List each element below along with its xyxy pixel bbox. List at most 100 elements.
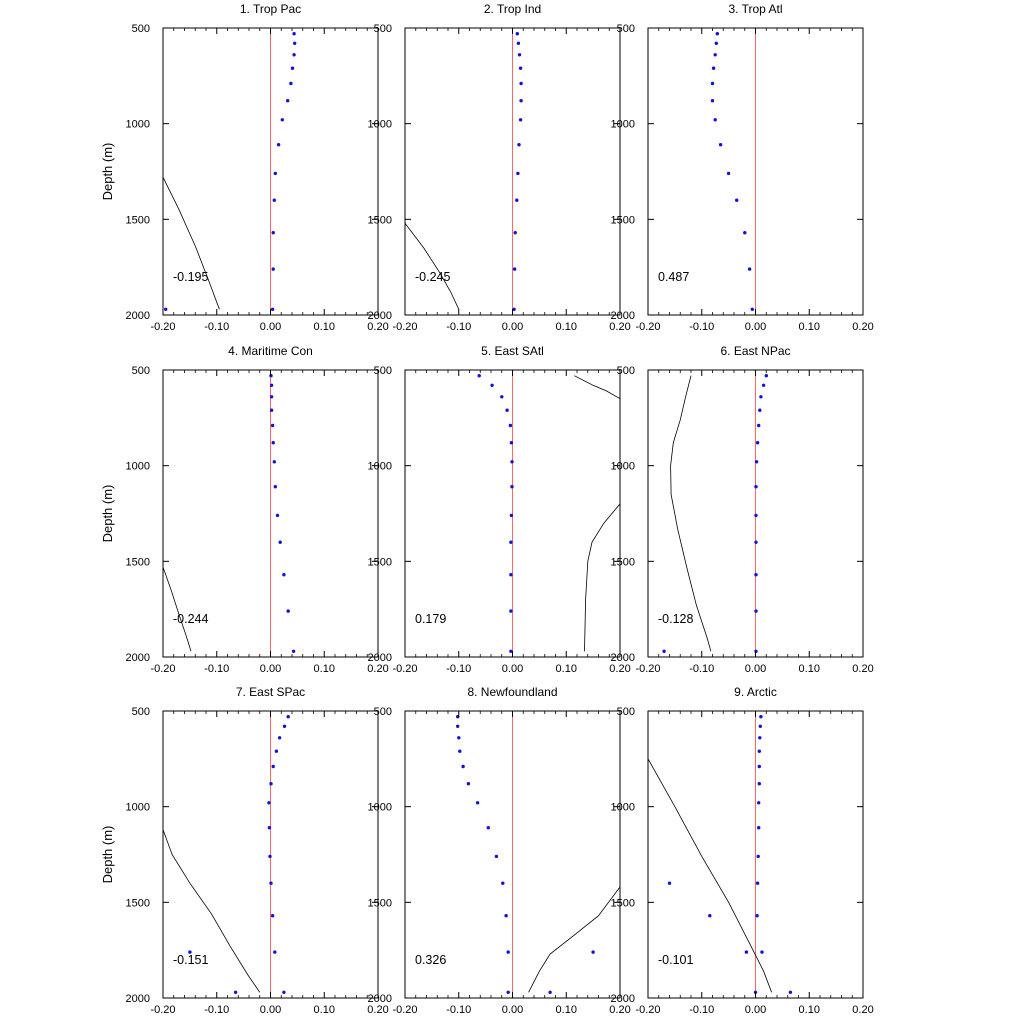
x-tick-label: 0.20 — [609, 663, 630, 675]
panel-title: 2. Trop Ind — [484, 2, 541, 16]
data-point — [515, 32, 519, 36]
data-point — [505, 408, 509, 412]
data-point — [519, 81, 523, 86]
data-point — [461, 764, 465, 769]
data-point — [458, 749, 462, 753]
data-point — [271, 231, 275, 235]
data-point — [457, 736, 461, 740]
x-tick-label: -0.20 — [635, 1004, 660, 1016]
panel-4: 4. Maritime Con -0.244 -0.20 -0.10 0.00 0.10 0… — [100, 344, 389, 675]
data-point — [270, 307, 275, 311]
data-point — [788, 990, 793, 994]
x-tick-label: 0.00 — [502, 321, 523, 333]
data-point — [271, 764, 275, 769]
x-tick-label: 0.20 — [609, 1004, 630, 1016]
data-point — [743, 231, 747, 235]
data-point — [755, 914, 759, 918]
correlation-annotation: -0.195 — [173, 270, 208, 284]
data-point — [276, 143, 281, 147]
data-point — [273, 950, 277, 954]
y-tick-label: 1000 — [126, 802, 150, 814]
correlation-annotation: -0.128 — [658, 612, 693, 626]
y-tick-label: 2000 — [126, 310, 150, 322]
data-point — [456, 724, 460, 728]
data-point — [757, 782, 761, 786]
panel-1: 1. Trop Pac -0.195 -0.20 -0.10 0.00 0.10 0.20 5… — [100, 2, 389, 333]
data-point — [506, 950, 510, 954]
x-tick-label: 0.10 — [799, 663, 820, 675]
data-point — [754, 609, 758, 613]
data-point — [490, 383, 494, 387]
data-point — [278, 540, 282, 544]
y-tick-label: 500 — [132, 706, 150, 718]
y-tick-label: 500 — [374, 365, 392, 377]
data-point — [757, 826, 761, 830]
panel-title: 8. Newfoundland — [467, 685, 557, 699]
y-tick-label: 1000 — [368, 461, 392, 473]
x-tick-label: -0.20 — [635, 663, 660, 675]
data-point — [509, 573, 513, 577]
data-point — [486, 826, 490, 830]
x-tick-label: 0.00 — [260, 663, 281, 675]
x-tick-label: 0.10 — [314, 663, 335, 675]
regression-curve — [163, 177, 220, 310]
data-point — [233, 990, 238, 994]
data-point — [188, 950, 192, 954]
data-point — [756, 854, 760, 859]
data-point — [269, 395, 274, 399]
y-tick-label: 500 — [617, 706, 635, 718]
regression-curve-secondary — [584, 503, 620, 652]
x-tick-label: 0.00 — [260, 1004, 281, 1016]
x-tick-label: -0.20 — [392, 663, 417, 675]
data-point — [272, 198, 276, 202]
data-point — [591, 950, 595, 954]
x-tick-label: -0.10 — [446, 321, 471, 333]
y-tick-label: 2000 — [368, 652, 392, 664]
x-tick-label: 0.10 — [314, 321, 335, 333]
data-point — [475, 801, 480, 805]
correlation-annotation: 0.487 — [658, 270, 689, 284]
x-tick-label: 0.00 — [745, 1004, 766, 1016]
data-point — [710, 81, 715, 86]
x-tick-label: 0.10 — [556, 663, 577, 675]
data-point — [754, 485, 758, 489]
x-tick-label: -0.20 — [392, 321, 417, 333]
data-point — [760, 950, 764, 954]
y-tick-label: 2000 — [611, 993, 635, 1005]
panel-title: 3. Trop Atl — [728, 2, 782, 16]
data-point — [764, 374, 768, 378]
x-tick-label: 0.10 — [799, 321, 820, 333]
data-point — [758, 408, 762, 412]
regression-curve — [163, 566, 192, 652]
data-point — [757, 749, 761, 753]
data-point — [280, 118, 284, 122]
y-tick-label: 1000 — [611, 461, 635, 473]
data-point — [662, 649, 666, 653]
data-point — [270, 423, 275, 428]
y-tick-label: 2000 — [126, 993, 150, 1005]
data-point — [271, 441, 275, 445]
data-point — [754, 540, 758, 544]
data-point — [517, 53, 522, 57]
data-point — [512, 307, 516, 311]
data-point — [466, 782, 471, 786]
data-point — [512, 267, 517, 271]
x-tick-label: 0.20 — [852, 321, 873, 333]
data-point — [713, 53, 717, 57]
y-axis-label: Depth (m) — [100, 826, 115, 884]
x-tick-label: 0.20 — [852, 1004, 873, 1016]
data-point — [292, 53, 296, 57]
y-tick-label: 1500 — [611, 556, 635, 568]
y-tick-label: 1000 — [611, 119, 635, 131]
regression-curve — [574, 375, 620, 400]
y-tick-label: 1500 — [611, 214, 635, 226]
data-point — [755, 441, 760, 445]
y-tick-label: 2000 — [611, 652, 635, 664]
y-tick-label: 1000 — [126, 119, 150, 131]
x-tick-label: 0.00 — [745, 663, 766, 675]
data-point — [509, 441, 514, 445]
data-point — [759, 715, 763, 719]
data-point — [754, 513, 758, 518]
panel-title: 7. East SPac — [236, 685, 305, 699]
